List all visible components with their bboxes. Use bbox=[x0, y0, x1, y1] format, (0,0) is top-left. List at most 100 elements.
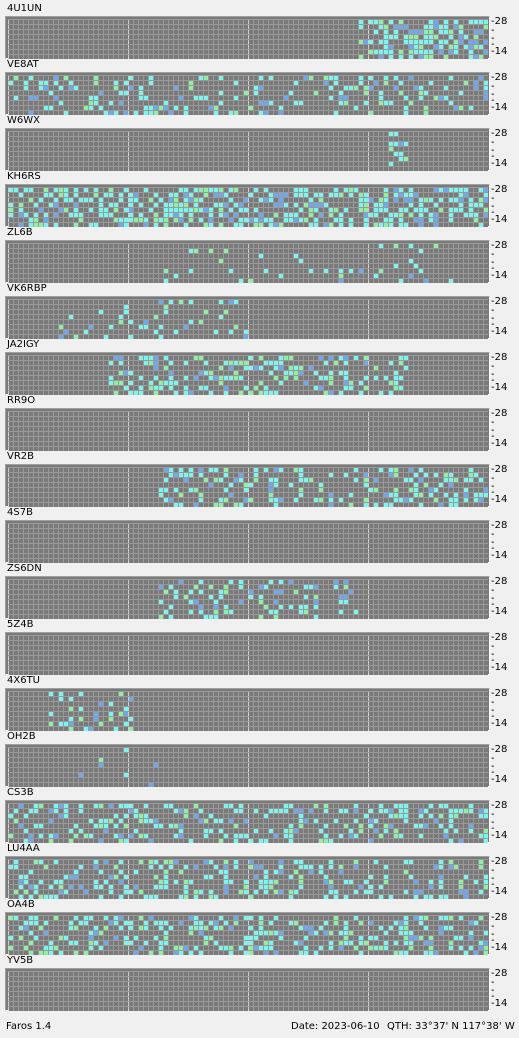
activity-cell bbox=[73, 940, 78, 945]
axis-label-28: -28 bbox=[491, 856, 508, 867]
beacon-grid-svg bbox=[8, 355, 488, 395]
activity-cell bbox=[183, 192, 188, 197]
activity-cell bbox=[408, 54, 413, 59]
activity-cell bbox=[38, 222, 43, 227]
activity-cell bbox=[338, 355, 343, 360]
activity-cell bbox=[273, 360, 278, 365]
activity-cell bbox=[228, 187, 233, 192]
activity-cell bbox=[273, 482, 278, 487]
activity-cell bbox=[463, 192, 468, 197]
activity-cell bbox=[393, 85, 398, 90]
activity-cell bbox=[263, 889, 268, 894]
activity-cell bbox=[408, 29, 413, 34]
activity-cell bbox=[78, 197, 83, 202]
activity-cell bbox=[383, 207, 388, 212]
activity-cell bbox=[203, 818, 208, 823]
activity-cell bbox=[423, 54, 428, 59]
beacon-grid bbox=[5, 968, 490, 1011]
activity-cell bbox=[393, 803, 398, 808]
activity-cell bbox=[458, 105, 463, 110]
activity-cell bbox=[223, 375, 228, 380]
activity-cell bbox=[398, 920, 403, 925]
activity-cell bbox=[163, 467, 168, 472]
activity-cell bbox=[173, 487, 178, 492]
activity-cell bbox=[413, 217, 418, 222]
activity-cell bbox=[123, 370, 128, 375]
activity-cell bbox=[78, 808, 83, 813]
activity-cell bbox=[233, 324, 238, 329]
activity-cell bbox=[178, 207, 183, 212]
activity-cell bbox=[368, 838, 373, 843]
activity-cell bbox=[408, 34, 413, 39]
activity-cell bbox=[293, 217, 298, 222]
activity-cell bbox=[278, 859, 283, 864]
activity-cell bbox=[208, 212, 213, 217]
activity-cell bbox=[103, 915, 108, 920]
activity-cell bbox=[308, 869, 313, 874]
activity-cell bbox=[418, 54, 423, 59]
activity-cell bbox=[188, 950, 193, 955]
activity-cell bbox=[453, 19, 458, 24]
activity-cell bbox=[198, 589, 203, 594]
activity-cell bbox=[303, 945, 308, 950]
activity-cell bbox=[23, 813, 28, 818]
activity-cell bbox=[253, 90, 258, 95]
activity-cell bbox=[403, 869, 408, 874]
activity-cell bbox=[278, 467, 283, 472]
activity-cell bbox=[88, 833, 93, 838]
activity-cell bbox=[298, 192, 303, 197]
activity-cell bbox=[78, 716, 83, 721]
activity-cell bbox=[408, 243, 413, 248]
activity-cell bbox=[438, 44, 443, 49]
activity-cell bbox=[123, 772, 128, 777]
activity-cell bbox=[393, 940, 398, 945]
activity-cell bbox=[128, 808, 133, 813]
activity-cell bbox=[363, 355, 368, 360]
activity-cell bbox=[118, 197, 123, 202]
activity-cell bbox=[443, 894, 448, 899]
activity-cell bbox=[53, 202, 58, 207]
activity-cell bbox=[243, 217, 248, 222]
activity-cell bbox=[18, 874, 23, 879]
activity-cell bbox=[483, 192, 488, 197]
activity-cell bbox=[218, 818, 223, 823]
activity-cell bbox=[173, 589, 178, 594]
activity-cell bbox=[478, 945, 483, 950]
activity-cell bbox=[483, 884, 488, 889]
activity-cell bbox=[358, 920, 363, 925]
activity-cell bbox=[268, 222, 273, 227]
activity-cell bbox=[398, 808, 403, 813]
activity-cell bbox=[308, 808, 313, 813]
activity-cell bbox=[38, 803, 43, 808]
beacon-grid bbox=[5, 800, 490, 843]
activity-cell bbox=[168, 370, 173, 375]
activity-cell bbox=[343, 879, 348, 884]
activity-cell bbox=[83, 197, 88, 202]
activity-cell bbox=[218, 869, 223, 874]
activity-cell bbox=[343, 823, 348, 828]
activity-cell bbox=[43, 85, 48, 90]
activity-cell bbox=[418, 222, 423, 227]
axis-label-14: -14 bbox=[491, 494, 508, 505]
activity-cell bbox=[278, 380, 283, 385]
activity-cell bbox=[393, 497, 398, 502]
axis-tick: - bbox=[491, 89, 495, 100]
activity-cell bbox=[138, 212, 143, 217]
activity-cell bbox=[278, 497, 283, 502]
activity-cell bbox=[363, 889, 368, 894]
activity-cell bbox=[153, 192, 158, 197]
beacon-grid bbox=[5, 128, 490, 171]
activity-cell bbox=[398, 497, 403, 502]
activity-cell bbox=[388, 100, 393, 105]
activity-cell bbox=[398, 950, 403, 955]
activity-cell bbox=[293, 80, 298, 85]
activity-cell bbox=[478, 808, 483, 813]
beacon-grid bbox=[5, 352, 490, 395]
activity-cell bbox=[163, 487, 168, 492]
activity-cell bbox=[108, 803, 113, 808]
activity-cell bbox=[473, 217, 478, 222]
activity-cell bbox=[408, 187, 413, 192]
activity-cell bbox=[308, 212, 313, 217]
activity-cell bbox=[203, 874, 208, 879]
beacon-panel-vr2b: VR2B -28- - - -14 bbox=[5, 451, 515, 507]
